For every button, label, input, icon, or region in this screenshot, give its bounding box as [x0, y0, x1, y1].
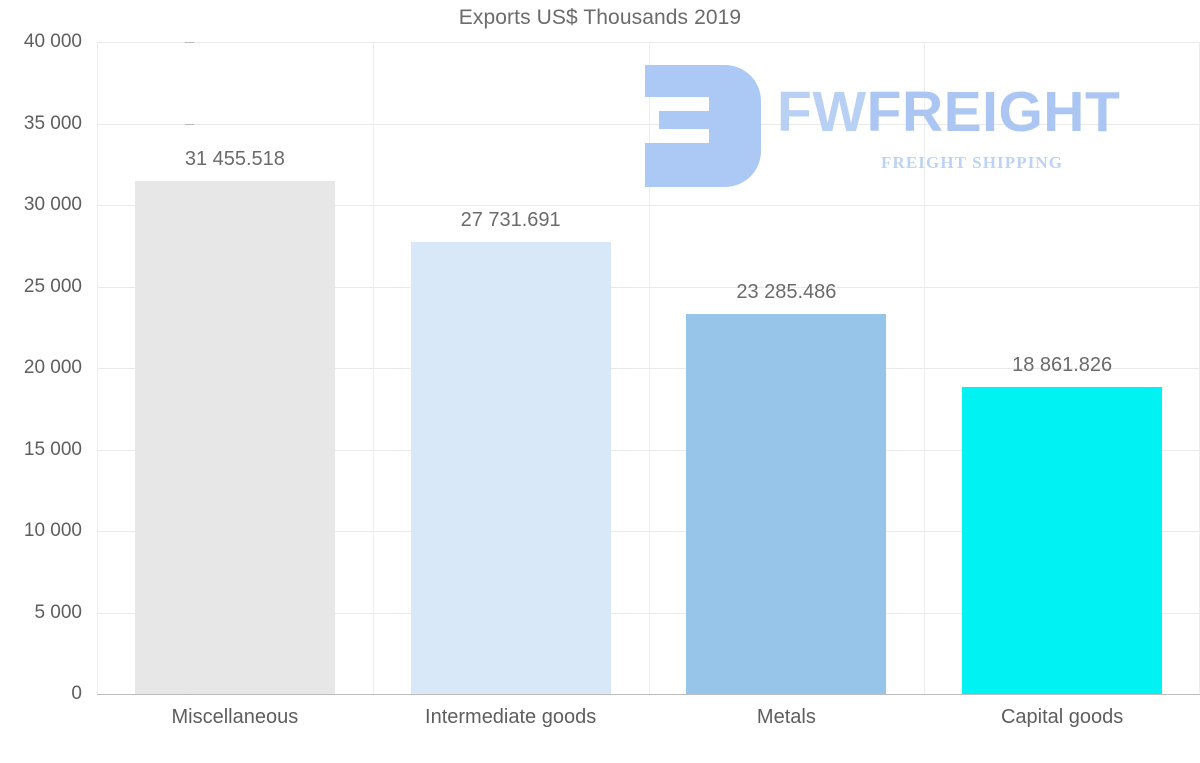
bar-value-label: 27 731.691	[460, 208, 561, 231]
y-axis-tick-label: 30 000	[23, 194, 82, 215]
bar-value-label: 31 455.518	[184, 148, 285, 171]
x-axis-category-label: Capital goods	[1000, 706, 1124, 728]
chart-title: Exports US$ Thousands 2019	[458, 6, 742, 29]
y-axis-tick	[185, 123, 194, 125]
y-axis-tick-label: 15 000	[23, 438, 82, 460]
y-axis-tick-label: 40 000	[23, 31, 82, 52]
bar[interactable]	[134, 181, 335, 694]
y-axis-tick-label: 20 000	[23, 357, 82, 378]
gridline-vertical	[648, 42, 650, 694]
bar[interactable]	[962, 386, 1163, 694]
gridline-vertical	[924, 42, 926, 694]
y-axis-tick-label: 0	[71, 683, 82, 704]
bar-value-label: 18 861.826	[1012, 353, 1113, 376]
plot-area	[97, 42, 1200, 695]
y-axis-tick-label: 35 000	[23, 112, 82, 134]
x-axis-baseline	[97, 694, 1200, 695]
x-axis-category-label: Intermediate goods	[425, 706, 597, 728]
y-axis-tick-label: 25 000	[23, 275, 82, 297]
y-axis-tick	[185, 42, 194, 43]
x-axis-category-label: Miscellaneous	[171, 706, 299, 728]
x-axis-category-label: Metals	[756, 706, 816, 728]
y-axis-tick-label: 10 000	[23, 520, 82, 541]
bar[interactable]	[686, 314, 887, 694]
gridline-vertical	[97, 42, 98, 694]
y-axis-tick	[185, 694, 194, 695]
gridline-vertical	[372, 42, 374, 694]
y-axis-tick-label: 5 000	[34, 601, 82, 623]
bar-value-label: 23 285.486	[736, 281, 837, 304]
bar[interactable]	[410, 241, 611, 694]
